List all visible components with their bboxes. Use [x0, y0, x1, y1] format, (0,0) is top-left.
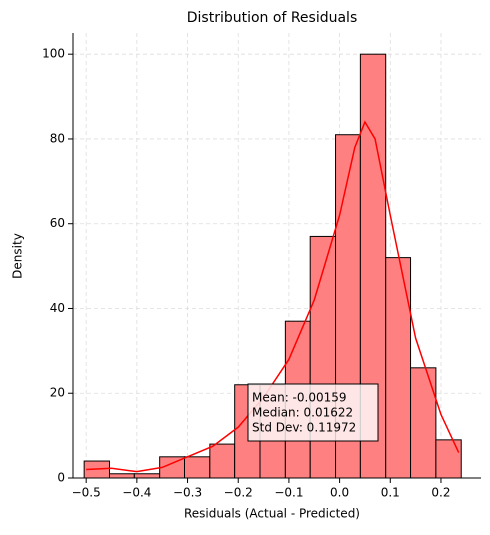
- annotation-text: Mean: -0.00159: [252, 391, 347, 405]
- chart-title: Distribution of Residuals: [187, 10, 358, 26]
- bar: [410, 367, 437, 479]
- x-tick-label: −0.4: [122, 486, 151, 500]
- bar: [108, 473, 135, 479]
- y-axis-label: Density: [11, 233, 25, 279]
- bar: [133, 473, 161, 479]
- annotation-box: [247, 383, 379, 442]
- bar: [385, 257, 412, 479]
- bar: [209, 443, 236, 479]
- annotation-text: Median: 0.01622: [252, 406, 353, 420]
- annotation-text: Std Dev: 0.11972: [252, 421, 356, 435]
- x-tick-label: −0.3: [173, 486, 202, 500]
- y-tick-label: 0: [57, 471, 65, 485]
- x-axis-label: Residuals (Actual - Predicted): [184, 507, 360, 521]
- x-tick-label: −0.5: [72, 486, 101, 500]
- kde-line: [86, 120, 460, 473]
- y-tick-label: 60: [50, 216, 65, 230]
- x-tick-label: 0.1: [381, 486, 400, 500]
- y-tick-label: 40: [50, 301, 65, 315]
- bar: [184, 456, 211, 479]
- x-tick-label: 0.0: [330, 486, 349, 500]
- y-tick-label: 20: [50, 386, 65, 400]
- y-tick-label: 80: [50, 131, 65, 145]
- x-tick-label: −0.1: [274, 486, 303, 500]
- x-tick-label: 0.2: [431, 486, 450, 500]
- x-tick-label: −0.2: [224, 486, 253, 500]
- y-tick-label: 100: [42, 47, 65, 61]
- bar: [435, 439, 462, 479]
